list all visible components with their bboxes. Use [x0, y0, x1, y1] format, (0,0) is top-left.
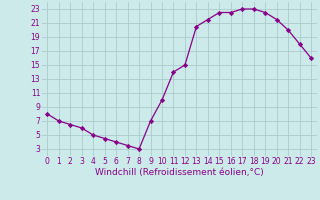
X-axis label: Windchill (Refroidissement éolien,°C): Windchill (Refroidissement éolien,°C) — [95, 168, 264, 177]
